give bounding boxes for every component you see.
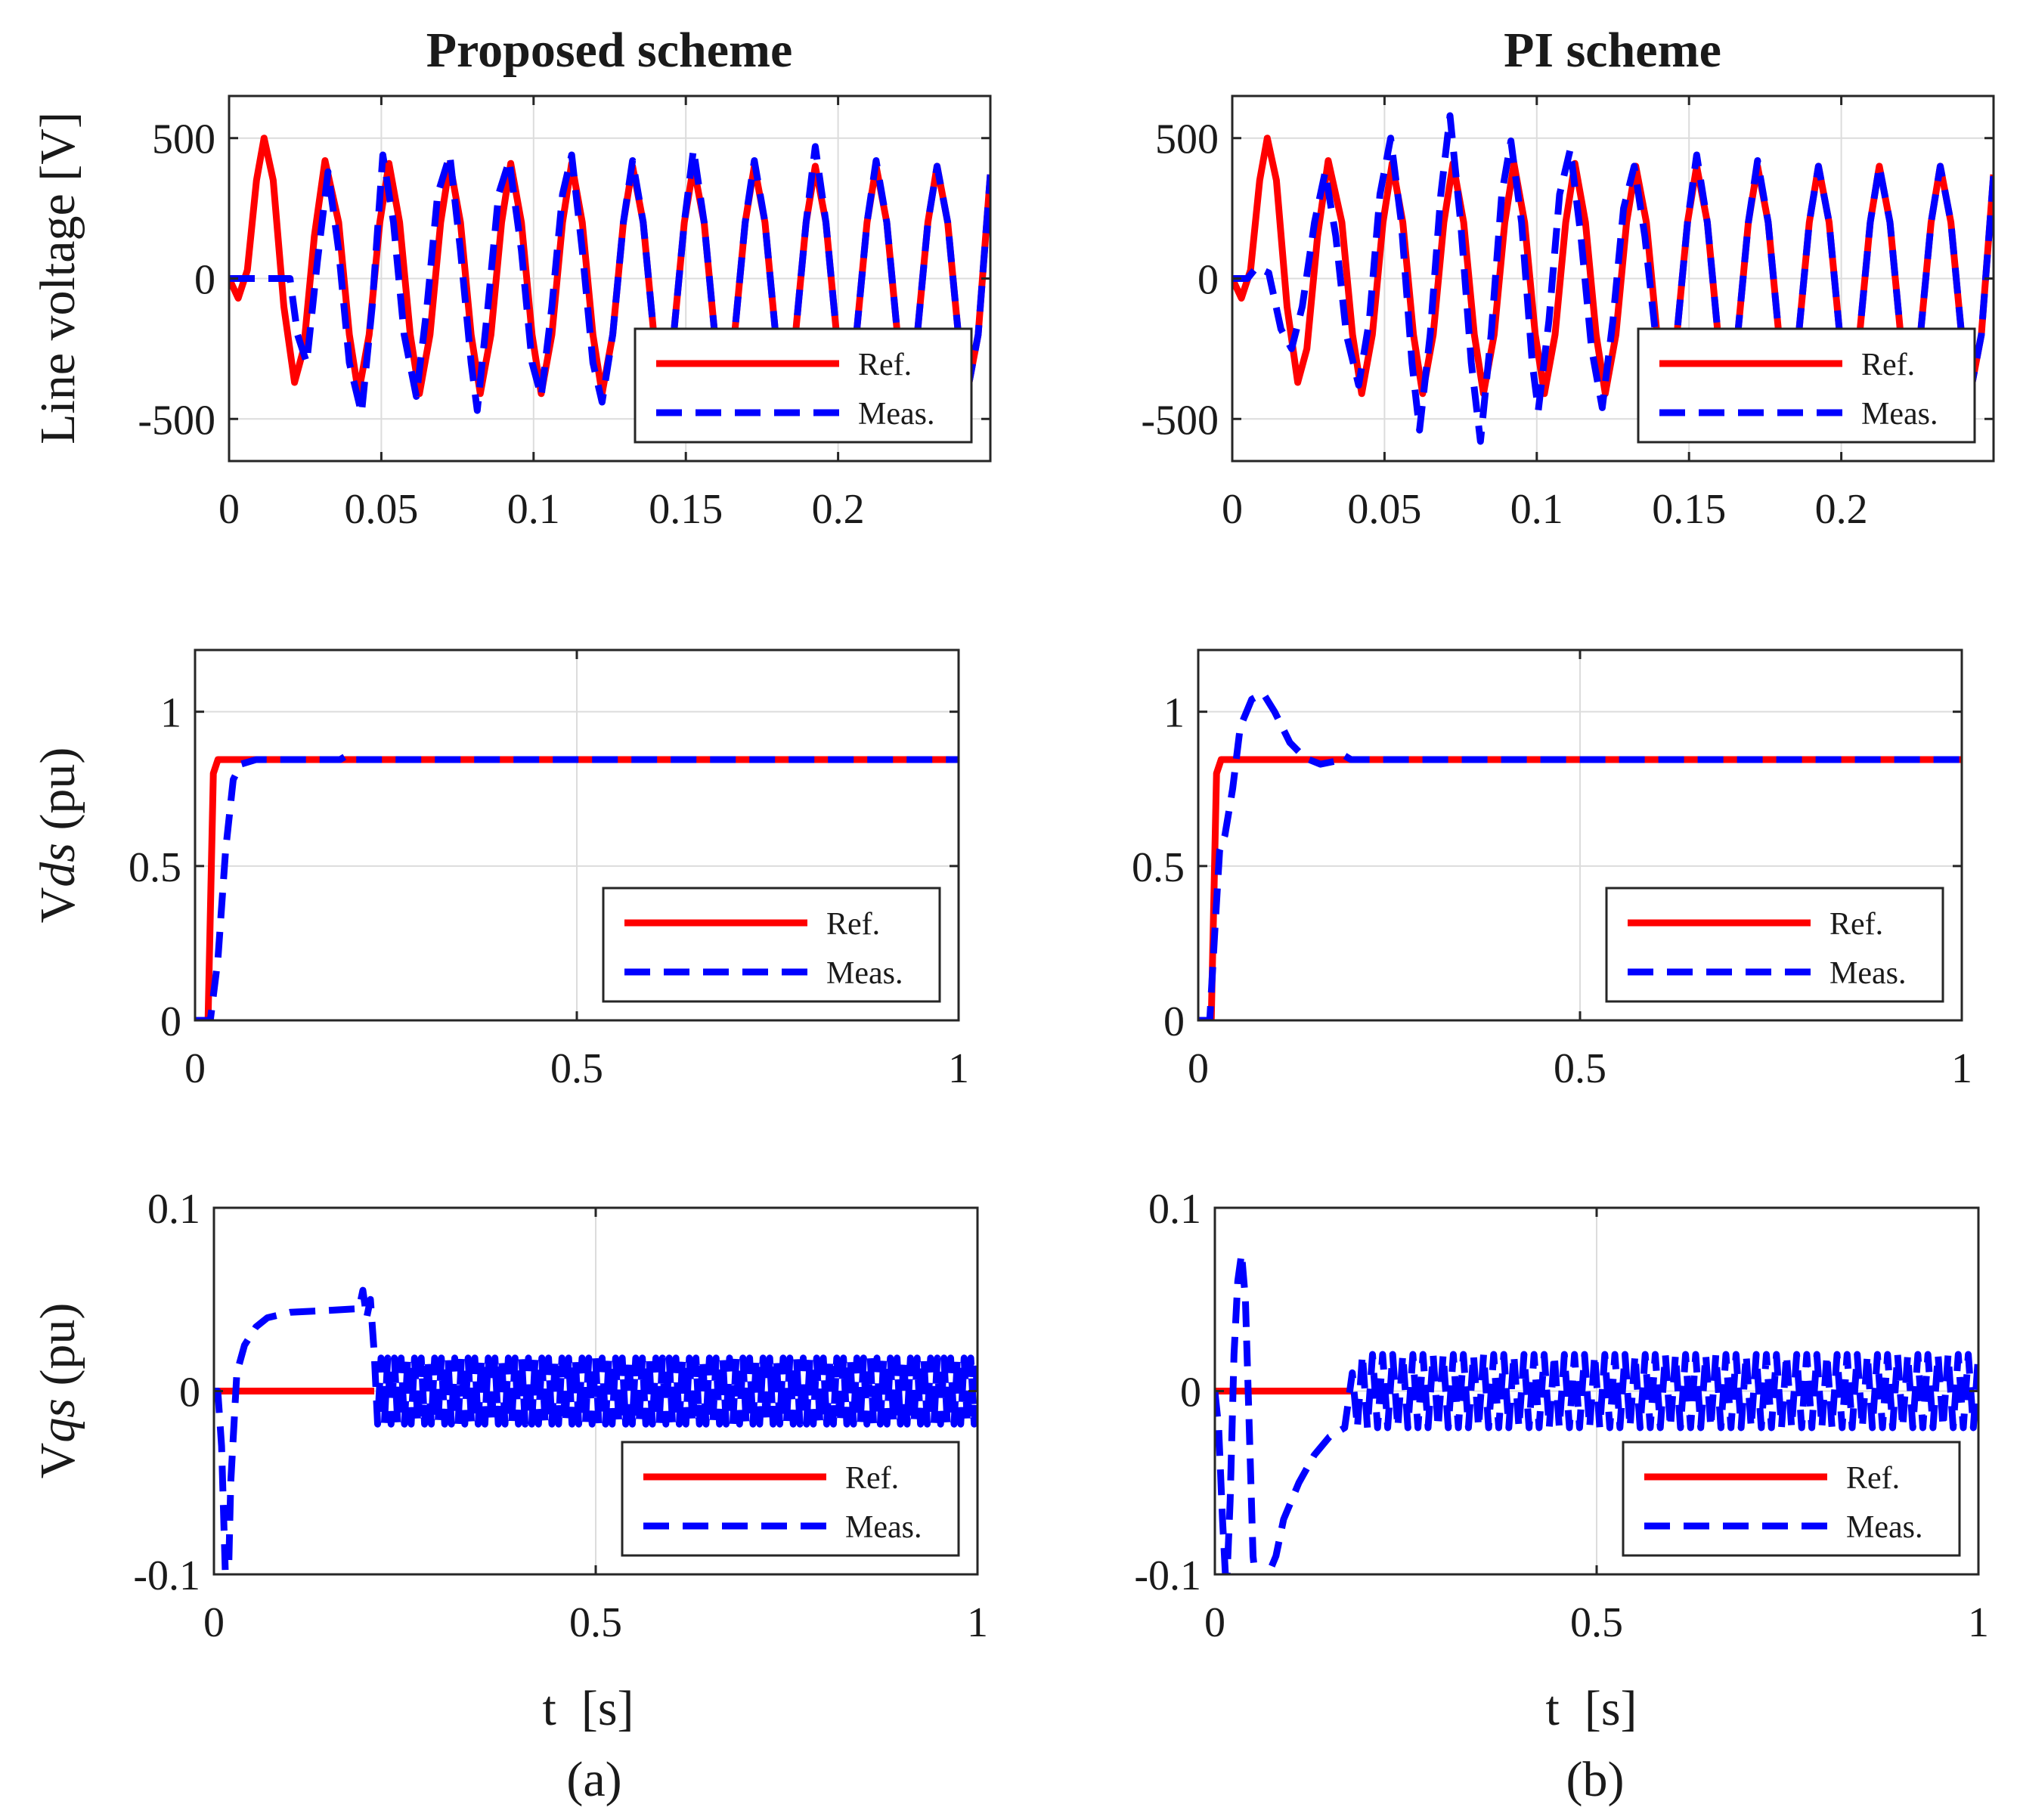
legend-meas-label: Meas. <box>845 1510 922 1545</box>
x-tick-label: 0.2 <box>812 486 865 533</box>
ylabel-vds-v: V <box>30 887 85 924</box>
series-group <box>1198 689 1962 1020</box>
x-tick-label: 1 <box>1951 1045 1972 1092</box>
x-tick-label: 0 <box>184 1045 206 1092</box>
y-tick-label: 0 <box>1163 998 1185 1045</box>
legend-ref-label: Ref. <box>858 348 912 382</box>
y-tick-label: -500 <box>1141 397 1219 444</box>
panel-b-vds: 0 0.5 1 0 0.5 1 Ref. Meas. <box>1132 648 1972 1092</box>
series-meas-line <box>1232 112 1994 445</box>
x-tick-label: 1 <box>967 1599 988 1646</box>
legend-box <box>1622 1441 1961 1557</box>
y-tick-label: 0 <box>194 257 215 304</box>
legend-ref-label: Ref. <box>1846 1461 1900 1496</box>
caption-a: (a) <box>566 1752 621 1807</box>
legend: Ref. Meas. <box>1622 1441 1961 1557</box>
xlabel-b: t [s] <box>1546 1681 1637 1736</box>
caption-b: (b) <box>1566 1752 1625 1807</box>
y-tick-label: 0 <box>179 1370 200 1416</box>
x-tick-label: 0.1 <box>1510 486 1563 533</box>
column-title-proposed: Proposed scheme <box>426 23 793 78</box>
y-tick-label: 0.1 <box>147 1186 200 1233</box>
legend-ref-label: Ref. <box>1861 348 1915 382</box>
legend: Ref. Meas. <box>1605 887 1944 1003</box>
legend-meas-label: Meas. <box>858 397 934 432</box>
ylabel-vds-sub: ds <box>30 843 85 887</box>
x-tick-label: 0.2 <box>1815 486 1868 533</box>
ylabel-vqs-sub: qs <box>30 1398 85 1443</box>
x-tick-label: 0.5 <box>1570 1599 1623 1646</box>
y-tick-label: 500 <box>152 116 215 163</box>
y-tick-label: 0.5 <box>129 844 181 891</box>
ylabel-line-voltage: Line voltage [V] <box>30 112 85 444</box>
x-tick-label: 0 <box>1222 486 1243 533</box>
x-tick-label: 0.1 <box>507 486 560 533</box>
x-tick-label: 0 <box>203 1599 225 1646</box>
y-tick-label: 1 <box>1163 690 1185 737</box>
xlabel-a: t [s] <box>543 1681 634 1736</box>
ylabel-vds: Vds (pu) <box>30 748 85 924</box>
ylabel-vds-unit: (pu) <box>30 748 85 843</box>
series-ref-line <box>195 756 959 1020</box>
legend-box <box>1605 887 1944 1003</box>
series-group <box>229 135 990 417</box>
legend-ref-label: Ref. <box>826 907 880 942</box>
x-tick-label: 0 <box>1204 1599 1225 1646</box>
legend-box <box>1637 327 1976 444</box>
series-group <box>1215 1250 1978 1574</box>
legend-box <box>621 1441 960 1557</box>
series-group <box>214 1286 977 1574</box>
ylabel-vqs-unit: (pu) <box>30 1303 85 1398</box>
series-meas-line <box>1215 1250 1978 1574</box>
column-title-pi: PI scheme <box>1504 23 1721 78</box>
y-tick-label: 0.5 <box>1132 844 1185 891</box>
x-tick-label: 0 <box>218 486 240 533</box>
y-tick-label: 0 <box>1197 257 1219 304</box>
x-tick-label: 1 <box>948 1045 969 1092</box>
series-meas-line <box>229 143 990 417</box>
series-group <box>1232 112 1994 445</box>
y-tick-label: -0.1 <box>1134 1552 1201 1599</box>
y-tick-label: 0 <box>160 998 181 1045</box>
y-tick-label: -500 <box>138 397 215 444</box>
ylabel-vqs: Vqs (pu) <box>30 1303 85 1479</box>
legend-meas-label: Meas. <box>1829 956 1906 991</box>
legend: Ref. Meas. <box>634 327 973 444</box>
legend-meas-label: Meas. <box>1861 397 1938 432</box>
ylabel-vqs-v: V <box>30 1443 85 1479</box>
legend-ref-label: Ref. <box>1829 907 1883 942</box>
series-group <box>195 751 959 1020</box>
y-tick-label: 1 <box>160 690 181 737</box>
y-tick-label: 0 <box>1180 1370 1201 1416</box>
legend: Ref. Meas. <box>602 887 941 1003</box>
series-meas-line <box>214 1286 977 1574</box>
x-tick-label: 0.05 <box>344 486 418 533</box>
x-tick-label: 1 <box>1968 1599 1989 1646</box>
x-tick-label: 0.05 <box>1347 486 1421 533</box>
legend-meas-label: Meas. <box>826 956 903 991</box>
x-tick-label: 0 <box>1188 1045 1209 1092</box>
y-tick-label: -0.1 <box>133 1552 200 1599</box>
legend-box <box>634 327 973 444</box>
legend: Ref. Meas. <box>1637 327 1976 444</box>
x-tick-label: 0.15 <box>1652 486 1726 533</box>
legend: Ref. Meas. <box>621 1441 960 1557</box>
x-tick-label: 0.5 <box>1554 1045 1606 1092</box>
x-tick-label: 0.15 <box>649 486 723 533</box>
panel-a-vds: 0 0.5 1 0 0.5 1 Ref. Meas. <box>129 648 969 1092</box>
series-meas-line <box>195 751 959 1020</box>
legend-ref-label: Ref. <box>845 1461 899 1496</box>
x-tick-label: 0.5 <box>550 1045 603 1092</box>
legend-box <box>602 887 941 1003</box>
y-tick-label: 500 <box>1155 116 1219 163</box>
y-tick-label: 0.1 <box>1148 1186 1201 1233</box>
x-tick-label: 0.5 <box>569 1599 622 1646</box>
legend-meas-label: Meas. <box>1846 1510 1922 1545</box>
